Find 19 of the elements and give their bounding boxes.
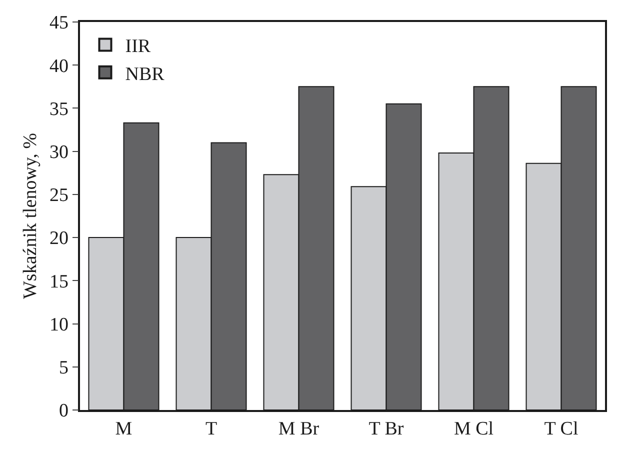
x-tick-label: M (115, 418, 132, 440)
y-axis-title: Wskaźnik tlenowy, % (20, 132, 41, 300)
x-tick-label: M Cl (454, 418, 494, 440)
x-tick-label: T Br (368, 418, 404, 440)
y-tick-label: 10 (49, 314, 68, 336)
y-tick-label: 5 (58, 358, 68, 379)
y-tick-label: 30 (49, 142, 68, 163)
y-tick-label: 25 (49, 185, 68, 206)
x-tick-label: T Cl (544, 418, 578, 440)
y-tick-label: 20 (49, 228, 68, 250)
y-tick-label: 15 (49, 271, 68, 292)
y-tick-label: 0 (58, 400, 68, 422)
y-tick-label: 45 (49, 12, 68, 34)
y-tick-label: 35 (49, 98, 68, 120)
x-tick-label: T (205, 418, 218, 440)
x-tick-label: M Br (278, 418, 320, 440)
legend-label: IIR (125, 36, 151, 58)
legend-label: NBR (125, 64, 165, 85)
y-tick-label: 40 (49, 56, 68, 77)
